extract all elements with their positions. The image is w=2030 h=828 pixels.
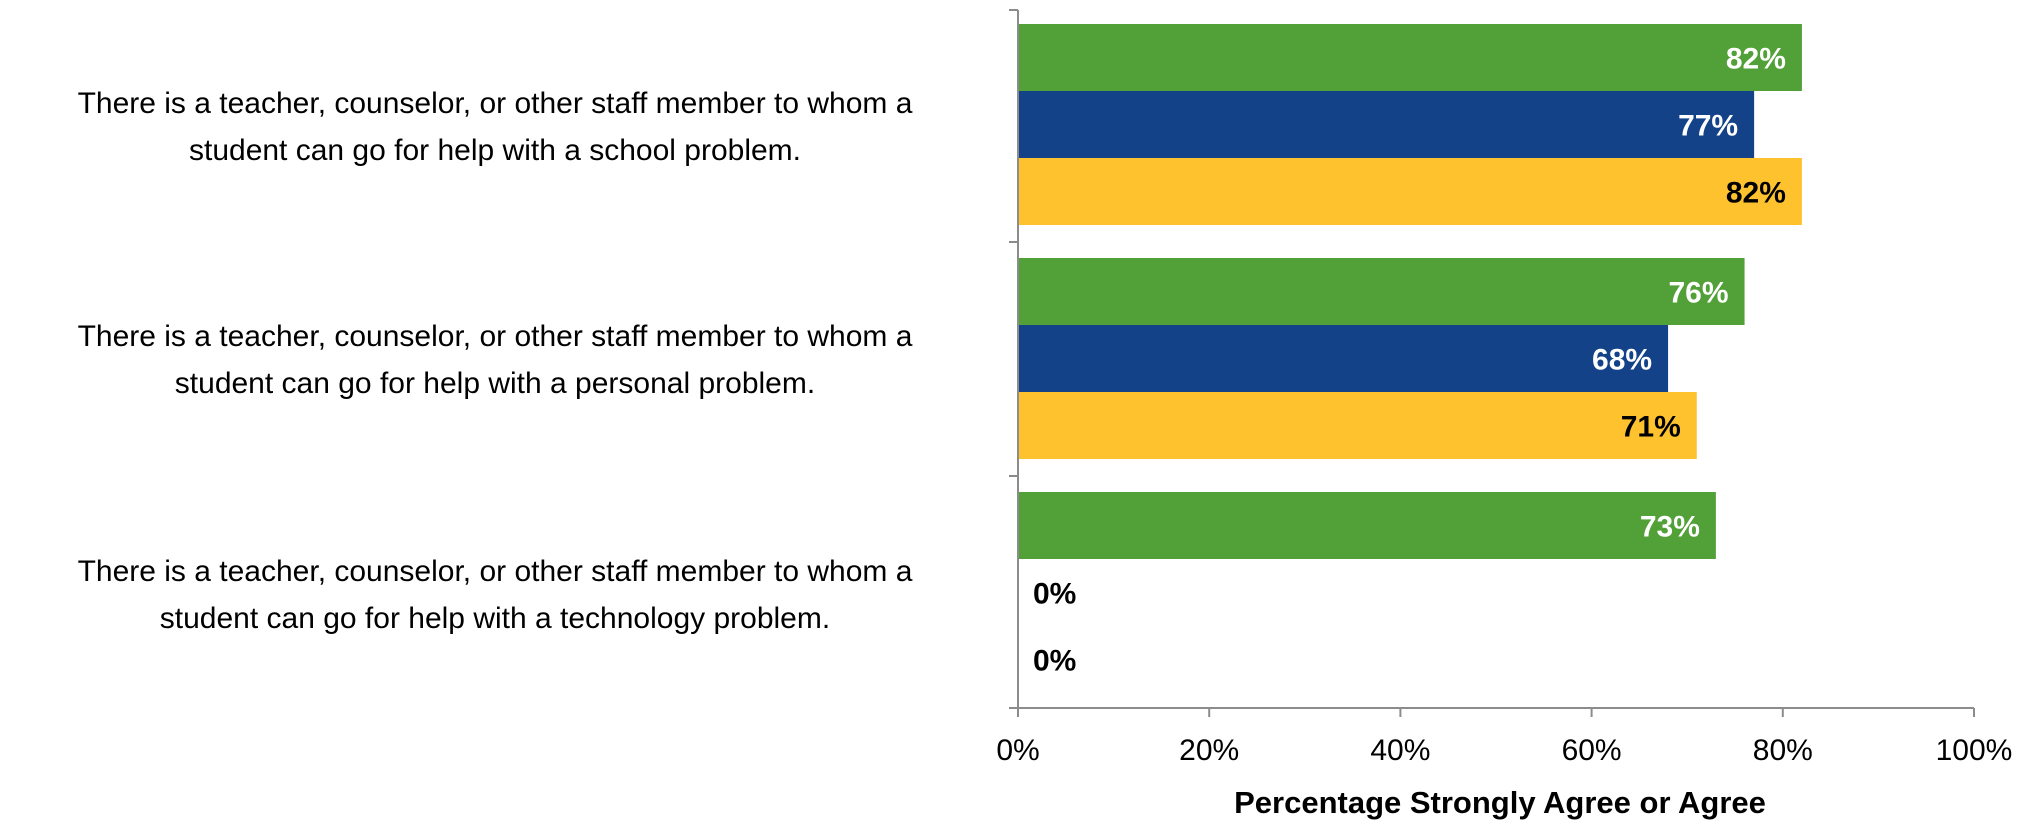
- x-tick-label-5: 80%: [1753, 734, 1813, 767]
- category-label-3: There is a teacher, counselor, or other …: [0, 548, 990, 642]
- value-label-2-2: 68%: [1592, 344, 1652, 377]
- bar-1-3: [1018, 158, 1802, 225]
- value-label-3-1: 73%: [1640, 511, 1700, 544]
- x-axis-title: Percentage Strongly Agree or Agree: [1234, 785, 1766, 820]
- value-label-1-2: 77%: [1678, 110, 1738, 143]
- value-label-1-3: 82%: [1726, 177, 1786, 210]
- bar-2-1: [1018, 258, 1745, 325]
- category-label-line: There is a teacher, counselor, or other …: [77, 87, 913, 120]
- value-label-2-3: 71%: [1621, 411, 1681, 444]
- x-tick-label-3: 40%: [1370, 734, 1430, 767]
- value-label-3-2: 0%: [1033, 578, 1076, 611]
- value-label-3-3: 0%: [1033, 645, 1076, 678]
- bar-1-1: [1018, 24, 1802, 91]
- value-label-2-1: 76%: [1669, 277, 1729, 310]
- bar-1-2: [1018, 91, 1755, 158]
- x-tick-label-2: 20%: [1179, 734, 1239, 767]
- bar-2-3: [1018, 392, 1697, 459]
- category-label-line: student can go for help with a personal …: [174, 367, 816, 400]
- category-label-line: There is a teacher, counselor, or other …: [77, 555, 913, 588]
- x-tick-label-4: 60%: [1562, 734, 1622, 767]
- bar-3-1: [1018, 492, 1716, 559]
- bar-2-2: [1018, 325, 1669, 392]
- category-label-line: There is a teacher, counselor, or other …: [77, 320, 913, 353]
- x-tick-label-1: 0%: [996, 734, 1039, 767]
- category-label-2: There is a teacher, counselor, or other …: [0, 313, 990, 407]
- x-tick-label-6: 100%: [1936, 734, 2013, 767]
- value-label-1-1: 82%: [1726, 43, 1786, 76]
- category-label-line: student can go for help with a school pr…: [188, 134, 802, 167]
- category-label-line: student can go for help with a technolog…: [159, 602, 831, 635]
- category-label-1: There is a teacher, counselor, or other …: [0, 80, 990, 174]
